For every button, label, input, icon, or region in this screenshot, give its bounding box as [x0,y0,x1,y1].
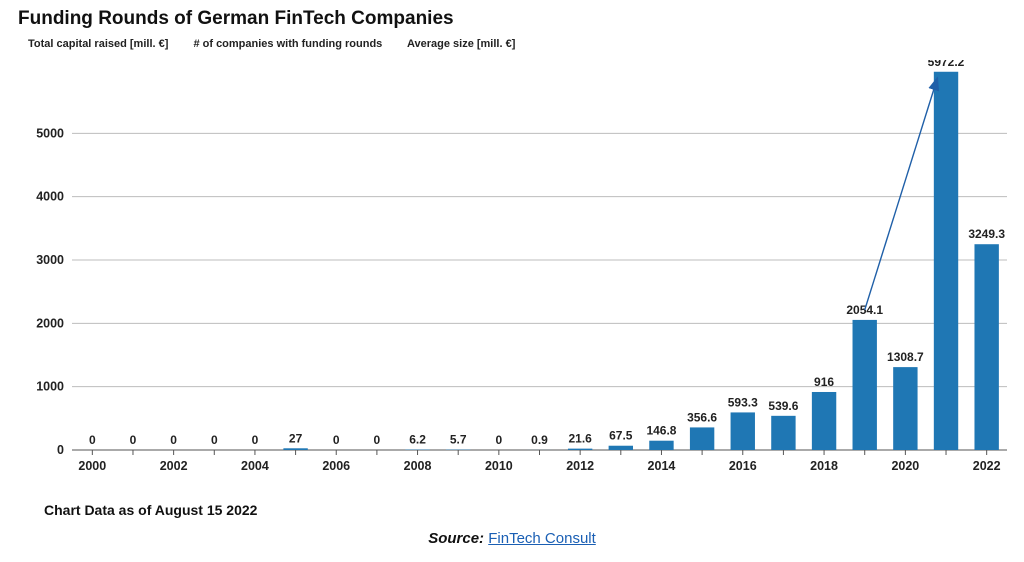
source-label: Source: [428,530,484,547]
bar-value-label: 0 [211,433,218,447]
bar [609,446,633,450]
bar [812,392,836,450]
page-title: Funding Rounds of German FinTech Compani… [18,8,454,30]
bar-value-label: 0 [170,433,177,447]
chart-x-axis: 2000 2002 2004 2006 2008 2010 2012 2014 2016 2018… [78,450,1000,473]
funding-bar-chart: 0 0 0 0 0 27 0 0 6.2 5.7 0 0.9 21.6 67.5 146.8 356.6 593… [22,60,1012,490]
svg-text:3000: 3000 [36,253,64,267]
bar-value-label: 0 [130,433,137,447]
bar [731,412,755,450]
svg-text:2004: 2004 [241,459,269,473]
svg-text:2006: 2006 [322,459,350,473]
bar-value-label: 539.6 [768,399,798,413]
bar [893,367,917,450]
legend-item: # of companies with funding rounds [193,38,382,50]
bar-value-label: 0 [252,433,259,447]
bar-value-label: 916 [814,375,834,389]
bar-value-label: 0 [89,433,96,447]
svg-text:2022: 2022 [973,459,1001,473]
bar-value-label: 0 [496,433,503,447]
bar [690,427,714,450]
legend-item: Average size [mill. €] [407,38,515,50]
bar-value-label: 593.3 [728,395,758,409]
chart-legend: Total capital raised [mill. €] # of comp… [28,38,537,50]
chart-arrow-annotation [865,78,938,310]
svg-text:2000: 2000 [36,316,64,330]
bar [974,244,998,450]
chart-footnote: Chart Data as of August 15 2022 [44,502,257,518]
chart-source: Source: FinTech Consult [0,530,1024,547]
bar-value-label: 6.2 [409,433,426,447]
bar [649,441,673,450]
bar-value-label: 146.8 [646,424,676,438]
source-link[interactable]: FinTech Consult [488,530,596,547]
svg-text:2010: 2010 [485,459,513,473]
svg-text:5000: 5000 [36,126,64,140]
bar-value-label: 356.6 [687,410,717,424]
bar [771,416,795,450]
svg-text:2002: 2002 [160,459,188,473]
bar-value-label: 0 [374,433,381,447]
svg-text:2008: 2008 [404,459,432,473]
bar-value-label: 3249.3 [968,227,1005,241]
svg-text:2020: 2020 [891,459,919,473]
chart-y-axis: 0 1000 2000 3000 4000 5000 [36,126,64,457]
bar-value-label: 67.5 [609,429,633,443]
bar [283,448,307,450]
svg-text:2000: 2000 [78,459,106,473]
chart-bars [283,72,998,450]
bar [853,320,877,450]
svg-text:2018: 2018 [810,459,838,473]
bar-value-label: 0.9 [531,433,548,447]
bar-value-label: 0 [333,433,340,447]
bar [934,72,958,450]
svg-text:1000: 1000 [36,380,64,394]
bar-value-label: 5972.2 [928,60,965,69]
bar-value-label: 5.7 [450,433,467,447]
bar-value-label: 1308.7 [887,350,924,364]
svg-text:2014: 2014 [648,459,676,473]
bar [568,449,592,450]
bar-value-label: 21.6 [568,432,592,446]
legend-item: Total capital raised [mill. €] [28,38,168,50]
svg-text:2016: 2016 [729,459,757,473]
svg-text:0: 0 [57,443,64,457]
svg-text:2012: 2012 [566,459,594,473]
svg-text:4000: 4000 [36,190,64,204]
bar-value-label: 27 [289,431,303,445]
